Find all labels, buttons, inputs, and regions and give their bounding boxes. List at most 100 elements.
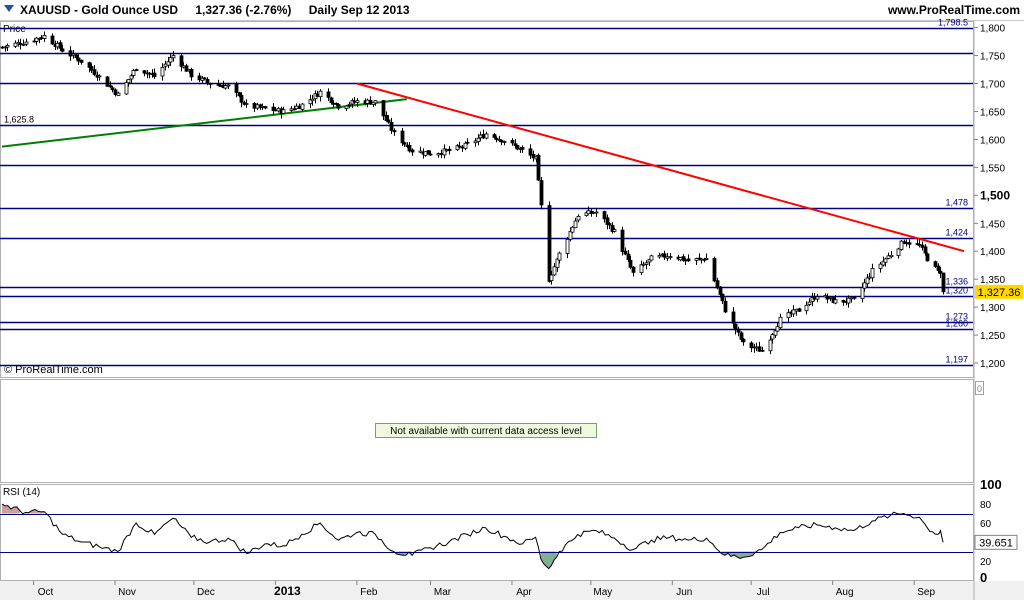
rsi-y-tick-label: 80 bbox=[980, 500, 992, 511]
candle-body bbox=[344, 105, 349, 109]
x-tick-label: May bbox=[593, 587, 612, 598]
candle-body bbox=[804, 304, 809, 312]
candle-body bbox=[607, 223, 612, 226]
y-tick-label: 1,500 bbox=[980, 188, 1010, 202]
candle-body bbox=[244, 103, 249, 105]
candle-body bbox=[89, 66, 94, 71]
level-label: 1,798.5 bbox=[938, 18, 968, 28]
candle-body bbox=[860, 287, 865, 300]
rsi-overbought-fill bbox=[25, 509, 45, 514]
candle-body bbox=[189, 68, 194, 78]
candle-body bbox=[933, 261, 938, 267]
candle-body bbox=[410, 149, 415, 153]
candle-body bbox=[749, 342, 754, 349]
rsi-y-tick-label: 0 bbox=[980, 570, 987, 585]
candle-body bbox=[775, 326, 780, 332]
candle-body bbox=[760, 349, 765, 352]
candle-body bbox=[502, 141, 507, 143]
candle-body bbox=[513, 143, 518, 146]
candle-body bbox=[310, 98, 315, 102]
candle-body bbox=[720, 293, 725, 302]
level-label: 1,424 bbox=[945, 228, 968, 238]
candle-body bbox=[768, 339, 773, 352]
candle-body bbox=[105, 76, 110, 87]
candle-body bbox=[886, 255, 891, 259]
candle-body bbox=[605, 217, 610, 225]
candle-body bbox=[368, 99, 373, 105]
candle-body bbox=[373, 100, 378, 104]
y-tick-label: 1,700 bbox=[980, 79, 1005, 90]
candle-body bbox=[260, 106, 265, 108]
site-link[interactable]: www.ProRealTime.com bbox=[887, 3, 1020, 17]
candle-body bbox=[494, 137, 499, 141]
candle-body bbox=[205, 79, 210, 83]
price-y-axis: 1,200 1,250 1,300 1,350 1,400 1,450 1,500 1,550… bbox=[974, 24, 1010, 370]
candle-body bbox=[828, 296, 833, 299]
candle-body bbox=[570, 226, 575, 233]
chart-title: XAUUSD - Gold Ounce USD 1,327.36 (-2.76%… bbox=[20, 3, 424, 17]
horizontal-levels: 1,798.51,625.81,4781,4241,3361,3201,2731… bbox=[0, 18, 973, 367]
rsi-y-axis: 020406080100 bbox=[980, 477, 1002, 585]
x-tick-label: Aug bbox=[836, 587, 854, 598]
candle-body bbox=[347, 103, 352, 106]
candle-body bbox=[536, 154, 541, 181]
candle-body bbox=[55, 43, 60, 48]
candle-body bbox=[889, 254, 894, 257]
rsi-y-tick-label: 60 bbox=[980, 519, 992, 530]
rsi-panel[interactable] bbox=[0, 484, 974, 581]
candle-body bbox=[741, 338, 746, 343]
candle-body bbox=[68, 50, 73, 57]
candle-body bbox=[402, 142, 407, 145]
x-tick-label: Feb bbox=[360, 587, 378, 598]
resistance-trend-line[interactable] bbox=[356, 82, 965, 253]
candle-body bbox=[778, 316, 783, 329]
candle-body bbox=[418, 150, 423, 153]
candle-body bbox=[202, 77, 207, 80]
candle-body bbox=[938, 270, 943, 274]
candle-body bbox=[184, 65, 189, 72]
candle-body bbox=[883, 258, 888, 263]
candle-body bbox=[18, 43, 23, 46]
candle-body bbox=[74, 54, 79, 59]
rsi-y-tick-label: 100 bbox=[980, 477, 1002, 492]
candle-body bbox=[797, 308, 802, 312]
rsi-value-tag-text: 39.651 bbox=[979, 537, 1013, 549]
chevron-down-icon[interactable] bbox=[4, 5, 14, 12]
candle-body bbox=[736, 328, 741, 333]
candle-body bbox=[815, 296, 820, 300]
candle-body bbox=[39, 37, 44, 39]
candle-body bbox=[852, 296, 857, 299]
candle-body bbox=[97, 75, 102, 78]
candle-body bbox=[297, 105, 302, 109]
candle-body bbox=[21, 43, 26, 46]
x-tick-label: Sep bbox=[917, 587, 935, 598]
candle-body bbox=[568, 230, 573, 240]
candle-body bbox=[552, 266, 557, 276]
candle-body bbox=[389, 121, 394, 131]
y-tick-label: 1,250 bbox=[980, 331, 1005, 342]
candle-body bbox=[392, 130, 397, 133]
period-date: Daily Sep 12 2013 bbox=[308, 3, 410, 17]
candle-body bbox=[197, 75, 202, 81]
candle-body bbox=[108, 85, 113, 88]
price-panel[interactable] bbox=[0, 21, 974, 378]
y-tick-label: 1,350 bbox=[980, 275, 1005, 286]
candle-body bbox=[318, 90, 323, 98]
x-tick-label: Oct bbox=[38, 587, 54, 598]
candle-body bbox=[770, 334, 775, 340]
candle-body bbox=[168, 57, 173, 63]
candle-body bbox=[492, 134, 497, 138]
rsi-overbought-fill bbox=[2, 504, 20, 514]
candle-body bbox=[846, 297, 851, 304]
candle-body bbox=[739, 332, 744, 340]
candle-body bbox=[58, 42, 63, 49]
candle-body bbox=[757, 346, 762, 352]
candle-body bbox=[620, 229, 625, 253]
candle-body bbox=[686, 258, 691, 262]
candle-body bbox=[878, 263, 883, 269]
y-tick-label: 1,200 bbox=[980, 359, 1005, 370]
x-tick-label: 2013 bbox=[274, 584, 301, 598]
candle-body bbox=[899, 240, 904, 250]
candle-body bbox=[5, 45, 10, 48]
